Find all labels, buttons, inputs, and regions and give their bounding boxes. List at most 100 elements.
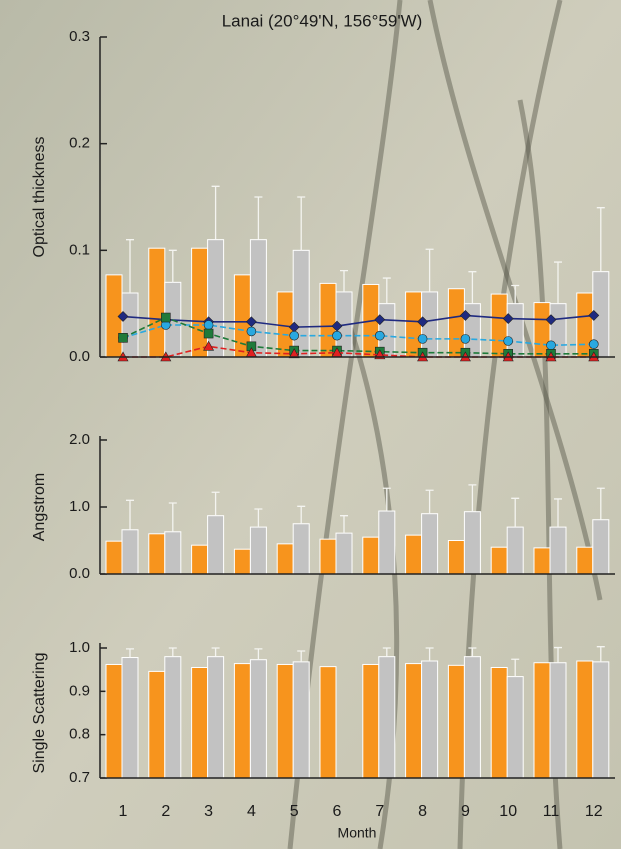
bar — [363, 537, 379, 574]
bar — [593, 662, 609, 778]
bar — [250, 240, 266, 357]
marker — [119, 333, 128, 342]
marker — [333, 331, 342, 340]
bar — [320, 539, 336, 574]
y-tick-label: 0.2 — [69, 135, 90, 152]
bar — [192, 668, 208, 779]
bar — [165, 532, 181, 574]
bar — [491, 547, 507, 574]
bar — [448, 541, 464, 575]
bar — [577, 547, 593, 574]
bar — [293, 250, 309, 357]
bar — [208, 657, 224, 778]
x-tick-label: 8 — [418, 803, 427, 820]
y-tick-label: 0.1 — [69, 241, 90, 258]
y-tick-label: 0.0 — [69, 565, 90, 582]
x-tick-label: 10 — [499, 803, 517, 820]
y-tick-label: 0.9 — [69, 682, 90, 699]
bar — [507, 677, 523, 778]
bar — [406, 292, 422, 357]
x-axis-label: Month — [338, 825, 377, 841]
bar — [464, 657, 480, 778]
bar — [234, 549, 250, 574]
y-tick-label: 0.0 — [69, 348, 90, 365]
chart: Lanai (20°49'N, 156°59'W) Optical thickne… — [0, 0, 621, 849]
bar — [363, 664, 379, 778]
background — [0, 0, 621, 849]
y-tick-label: 0.7 — [69, 769, 90, 786]
bar — [165, 657, 181, 778]
marker — [461, 334, 470, 343]
bar — [277, 544, 293, 574]
bar — [534, 303, 550, 357]
bar — [192, 545, 208, 574]
bar — [192, 248, 208, 357]
bar — [491, 668, 507, 779]
bar — [379, 657, 395, 778]
bar — [422, 514, 438, 574]
bar — [250, 660, 266, 778]
marker — [418, 334, 427, 343]
marker — [204, 321, 213, 330]
marker — [504, 337, 513, 346]
bar — [293, 662, 309, 778]
bar — [106, 541, 122, 574]
bar — [106, 664, 122, 778]
bar — [406, 664, 422, 778]
y-axis-label: Single Scattering — [31, 653, 48, 774]
marker — [375, 331, 384, 340]
bar — [422, 661, 438, 778]
bar — [277, 664, 293, 778]
bar — [577, 661, 593, 778]
x-tick-label: 5 — [290, 803, 299, 820]
bar — [336, 533, 352, 574]
y-tick-label: 0.8 — [69, 726, 90, 743]
bar — [149, 534, 165, 574]
y-tick-label: 1.0 — [69, 498, 90, 515]
marker — [290, 331, 299, 340]
bar — [122, 530, 138, 574]
bar — [491, 294, 507, 357]
x-tick-label: 11 — [543, 803, 560, 820]
bar — [122, 658, 138, 778]
bar — [507, 527, 523, 574]
y-tick-label: 0.3 — [69, 28, 90, 45]
bar — [550, 663, 566, 778]
bar — [234, 664, 250, 778]
page: Lanai (20°49'N, 156°59'W) Optical thickne… — [0, 0, 621, 849]
marker — [161, 313, 170, 322]
bar — [122, 293, 138, 357]
bar — [208, 516, 224, 574]
bar — [448, 289, 464, 357]
marker — [589, 340, 598, 349]
y-axis-label: Optical thickness — [31, 137, 48, 258]
bar — [550, 527, 566, 574]
bar — [406, 535, 422, 574]
bar — [448, 665, 464, 778]
bar — [379, 511, 395, 574]
x-tick-label: 2 — [161, 803, 170, 820]
x-tick-label: 3 — [204, 803, 213, 820]
bar — [293, 524, 309, 574]
marker — [247, 327, 256, 336]
x-tick-label: 7 — [375, 803, 384, 820]
bar — [534, 663, 550, 778]
x-tick-label: 9 — [461, 803, 470, 820]
bar — [534, 548, 550, 574]
y-tick-label: 1.0 — [69, 639, 90, 656]
bar — [208, 240, 224, 357]
x-tick-label: 12 — [585, 803, 603, 820]
bar — [320, 667, 336, 778]
bar — [250, 527, 266, 574]
y-axis-label: Angstrom — [31, 473, 48, 541]
x-tick-label: 1 — [119, 803, 128, 820]
bar — [593, 520, 609, 574]
y-tick-label: 2.0 — [69, 431, 90, 448]
bar — [464, 512, 480, 574]
marker — [204, 329, 213, 338]
marker — [547, 341, 556, 350]
bar — [149, 671, 165, 778]
bar — [149, 248, 165, 357]
x-tick-label: 6 — [333, 803, 342, 820]
chart-title: Lanai (20°49'N, 156°59'W) — [222, 11, 423, 30]
